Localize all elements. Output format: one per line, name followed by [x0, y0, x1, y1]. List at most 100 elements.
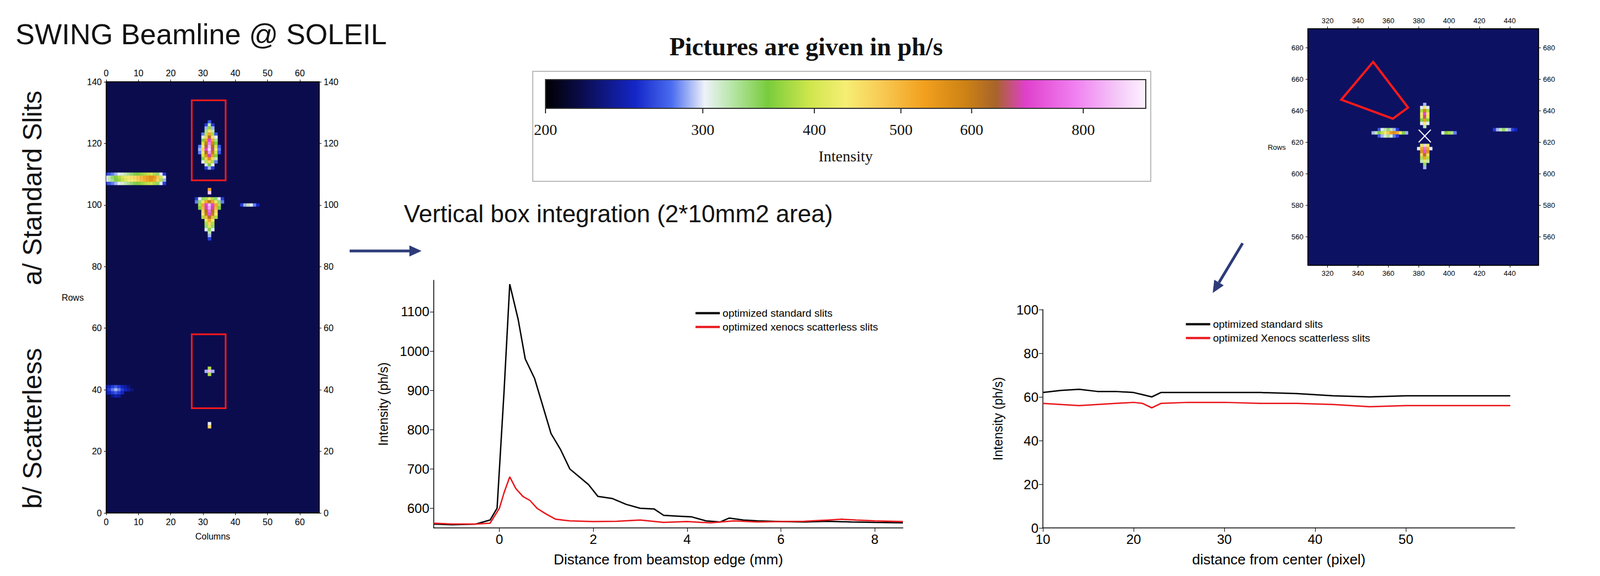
- svg-text:600: 600: [959, 121, 984, 139]
- svg-text:320: 320: [1321, 16, 1334, 25]
- svg-text:100: 100: [323, 200, 339, 210]
- svg-text:2: 2: [589, 532, 597, 548]
- svg-text:640: 640: [1543, 106, 1556, 116]
- svg-text:80: 80: [1023, 346, 1039, 362]
- svg-text:50: 50: [262, 517, 273, 528]
- svg-text:80: 80: [91, 262, 102, 272]
- svg-text:60: 60: [323, 323, 334, 334]
- svg-text:40: 40: [1307, 532, 1323, 548]
- svg-text:300: 300: [691, 121, 715, 139]
- svg-text:400: 400: [802, 121, 827, 139]
- svg-text:10: 10: [1035, 532, 1051, 548]
- svg-text:500: 500: [889, 121, 913, 139]
- svg-text:50: 50: [1398, 532, 1414, 548]
- svg-text:0: 0: [495, 532, 503, 548]
- svg-text:optimized standard slits: optimized standard slits: [1212, 318, 1323, 331]
- svg-text:40: 40: [1023, 433, 1039, 449]
- svg-text:0: 0: [104, 517, 109, 528]
- svg-text:optimized standard slits: optimized standard slits: [722, 307, 833, 320]
- svg-text:360: 360: [1382, 269, 1395, 278]
- svg-text:60: 60: [294, 68, 305, 79]
- svg-text:680: 680: [1291, 43, 1304, 53]
- svg-text:140: 140: [323, 77, 339, 87]
- svg-text:Pictures are given in ph/s: Pictures are given in ph/s: [669, 32, 943, 61]
- svg-text:440: 440: [1503, 16, 1516, 25]
- svg-text:a/ Standard Slits: a/ Standard Slits: [17, 90, 48, 286]
- svg-text:b/ Scatterless: b/ Scatterless: [17, 348, 48, 510]
- svg-text:340: 340: [1352, 269, 1365, 278]
- svg-text:660: 660: [1291, 75, 1304, 84]
- svg-text:50: 50: [262, 68, 273, 79]
- svg-text:100: 100: [86, 200, 102, 210]
- svg-text:10: 10: [133, 68, 144, 79]
- svg-text:distance from center (pixel): distance from center (pixel): [1192, 551, 1366, 569]
- svg-text:380: 380: [1412, 269, 1425, 278]
- svg-text:0: 0: [104, 68, 109, 79]
- svg-text:400: 400: [1442, 269, 1456, 278]
- svg-text:1000: 1000: [400, 344, 430, 360]
- svg-text:80: 80: [323, 262, 334, 272]
- svg-text:30: 30: [198, 68, 209, 79]
- svg-text:800: 800: [1071, 121, 1095, 139]
- svg-text:Rows: Rows: [1267, 143, 1286, 152]
- svg-text:0: 0: [96, 508, 102, 519]
- svg-text:440: 440: [1503, 269, 1516, 278]
- svg-text:200: 200: [533, 121, 558, 139]
- svg-text:620: 620: [1291, 138, 1304, 147]
- svg-text:30: 30: [198, 517, 209, 528]
- svg-text:640: 640: [1291, 106, 1304, 116]
- svg-text:10: 10: [133, 517, 144, 528]
- svg-text:100: 100: [1016, 302, 1039, 318]
- svg-text:20: 20: [165, 68, 176, 79]
- svg-text:580: 580: [1543, 201, 1556, 210]
- svg-text:30: 30: [1217, 532, 1233, 548]
- svg-text:1100: 1100: [400, 304, 430, 320]
- svg-text:Intensity: Intensity: [818, 147, 874, 165]
- svg-text:20: 20: [91, 447, 102, 457]
- svg-text:680: 680: [1543, 43, 1556, 53]
- svg-text:340: 340: [1352, 16, 1365, 25]
- svg-text:40: 40: [230, 517, 241, 528]
- svg-text:620: 620: [1543, 138, 1556, 147]
- svg-text:Vertical box integration (2*10: Vertical box integration (2*10mm2 area): [403, 200, 833, 228]
- svg-text:8: 8: [870, 532, 879, 548]
- svg-text:optimized Xenocs scatterless s: optimized Xenocs scatterless slits: [1212, 332, 1370, 345]
- svg-text:580: 580: [1291, 201, 1304, 210]
- svg-text:4: 4: [683, 532, 691, 548]
- svg-text:Distance from beamstop edge (m: Distance from beamstop edge (mm): [553, 551, 784, 569]
- svg-text:900: 900: [407, 383, 430, 399]
- svg-text:Columns: Columns: [195, 532, 231, 542]
- svg-text:20: 20: [1023, 477, 1039, 493]
- svg-text:420: 420: [1473, 269, 1486, 278]
- svg-text:6: 6: [777, 532, 785, 548]
- svg-text:660: 660: [1543, 75, 1556, 84]
- svg-text:600: 600: [407, 501, 430, 517]
- svg-text:Rows: Rows: [61, 293, 84, 303]
- svg-text:Intensity (ph/s): Intensity (ph/s): [376, 362, 391, 447]
- svg-text:700: 700: [407, 461, 430, 477]
- svg-text:320: 320: [1321, 269, 1334, 278]
- svg-text:120: 120: [86, 138, 102, 149]
- svg-text:40: 40: [230, 68, 241, 79]
- svg-text:600: 600: [1543, 169, 1556, 179]
- svg-text:60: 60: [294, 517, 305, 528]
- svg-text:420: 420: [1473, 16, 1486, 25]
- svg-text:20: 20: [165, 517, 176, 528]
- svg-text:40: 40: [323, 385, 334, 396]
- svg-text:560: 560: [1543, 232, 1556, 242]
- svg-text:400: 400: [1442, 16, 1456, 25]
- svg-text:20: 20: [1126, 532, 1142, 548]
- svg-text:60: 60: [1023, 390, 1039, 405]
- svg-text:SWING Beamline @ SOLEIL: SWING Beamline @ SOLEIL: [15, 18, 387, 51]
- svg-text:140: 140: [86, 77, 102, 87]
- svg-text:600: 600: [1291, 169, 1304, 179]
- svg-text:40: 40: [91, 385, 102, 396]
- svg-text:optimized xenocs scatterless s: optimized xenocs scatterless slits: [722, 321, 879, 334]
- svg-text:800: 800: [407, 422, 430, 438]
- svg-text:560: 560: [1291, 232, 1304, 242]
- svg-text:60: 60: [91, 323, 102, 334]
- svg-text:120: 120: [323, 138, 339, 149]
- svg-text:360: 360: [1382, 16, 1395, 25]
- svg-text:Intensity (ph/s): Intensity (ph/s): [990, 377, 1006, 461]
- svg-text:20: 20: [323, 447, 334, 457]
